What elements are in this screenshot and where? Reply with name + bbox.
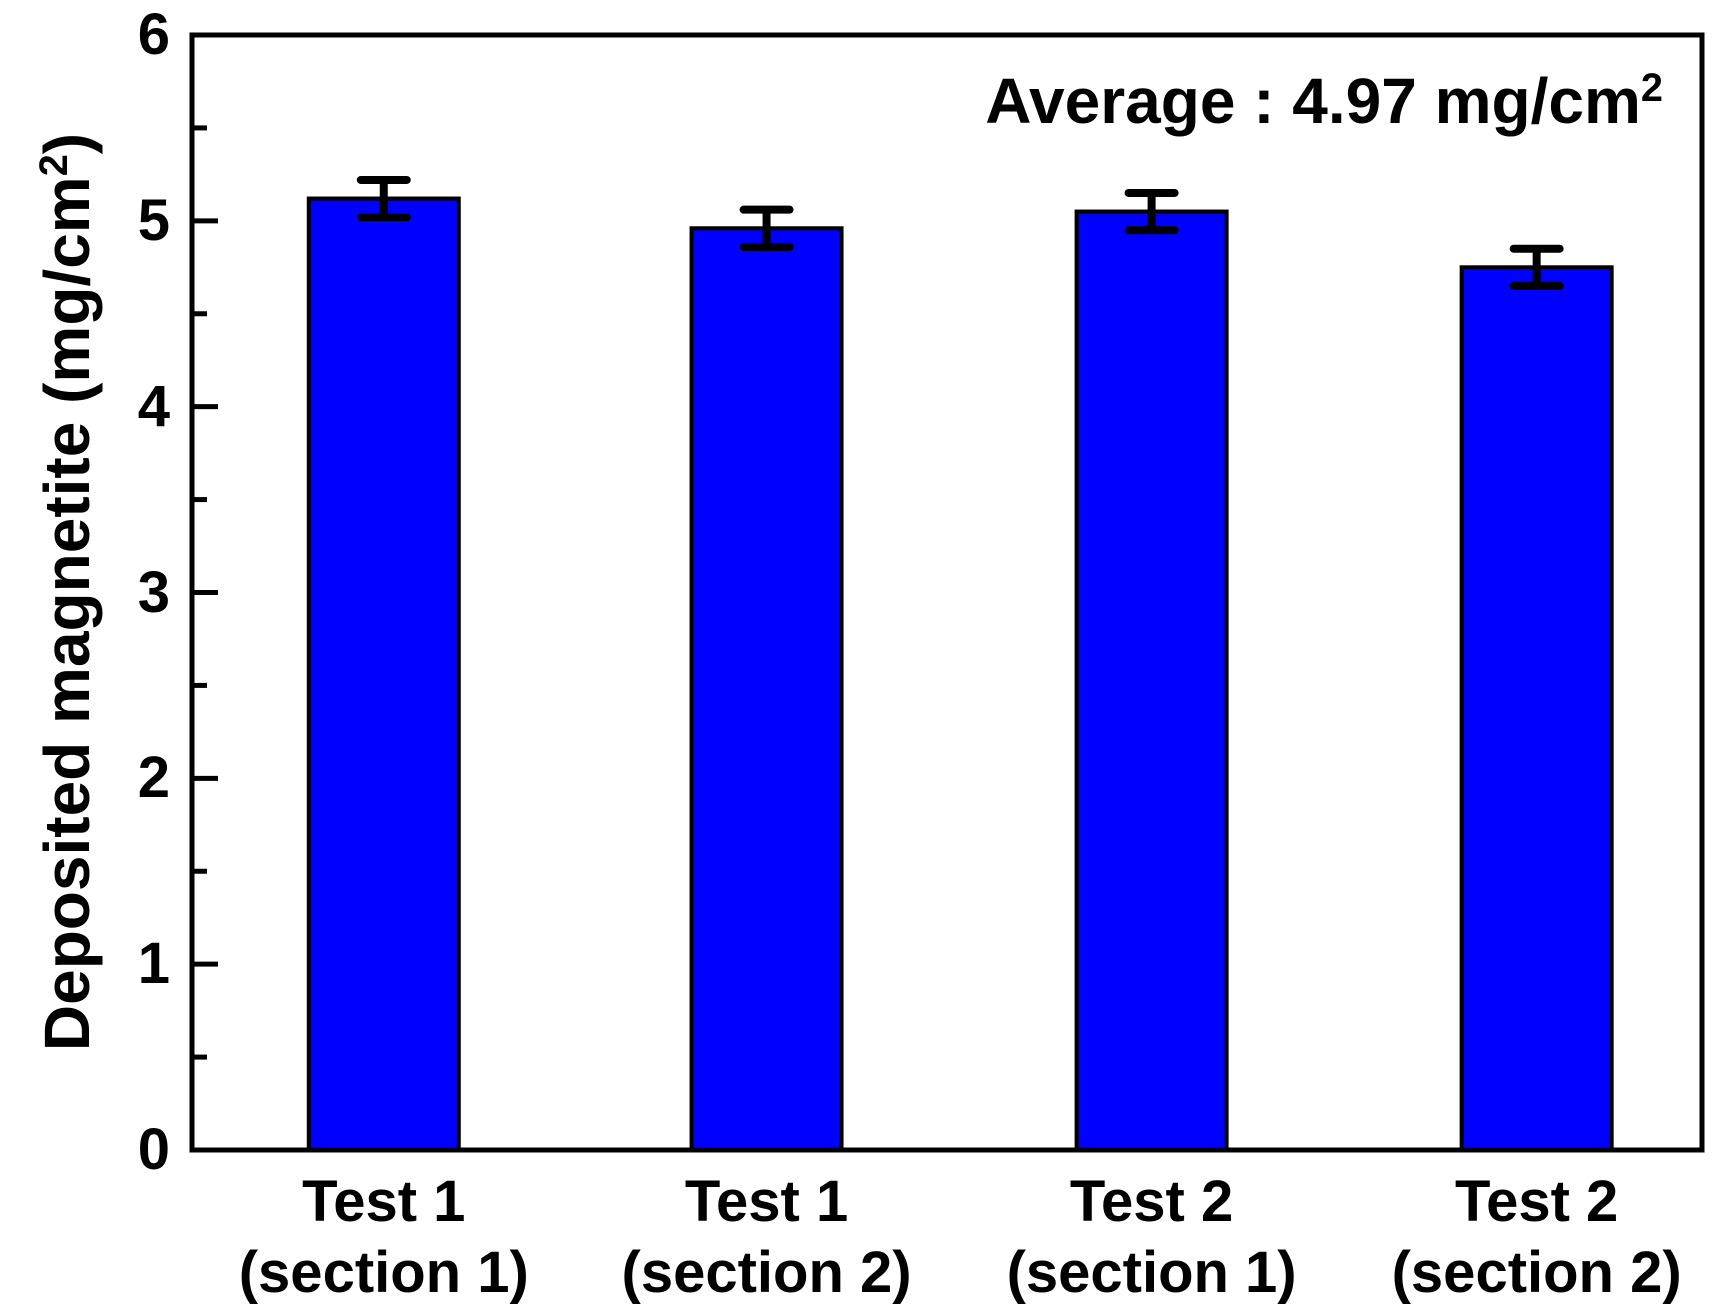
y-tick-label: 4 — [137, 373, 170, 439]
bar — [1459, 265, 1614, 1152]
y-tick-label: 6 — [137, 2, 170, 67]
x-category-label-line: Test 1 — [302, 1169, 466, 1234]
bar — [689, 226, 844, 1152]
y-tick-label: 1 — [137, 931, 170, 997]
x-category-label: Test 2 (section 2) — [1327, 1166, 1718, 1308]
x-category-label-line: Test 1 — [684, 1169, 849, 1234]
superscript-2: 2 — [1640, 66, 1663, 111]
bar — [306, 196, 461, 1153]
y-tick-label: 0 — [137, 1117, 170, 1182]
y-tick-label: 5 — [137, 187, 170, 253]
x-category-label-line: Test 2 — [1069, 1169, 1234, 1234]
x-category-label-line: (section 1) — [1006, 1240, 1297, 1305]
y-tick-label: 2 — [137, 745, 170, 811]
x-category-label-line: (section 2) — [1391, 1240, 1682, 1305]
x-category-label: Test 2 (section 1) — [942, 1166, 1362, 1308]
x-category-label-line: Test 2 — [1454, 1169, 1619, 1234]
x-category-label-line: (section 1) — [238, 1240, 529, 1305]
y-tick-label: 3 — [137, 559, 170, 625]
x-category-label: Test 1 (section 1) — [174, 1166, 594, 1308]
x-category-label-line: (section 2) — [621, 1240, 912, 1305]
average-annotation: Average : 4.97 mg/cm2 — [985, 65, 1663, 137]
bar — [1074, 209, 1229, 1152]
plot-frame — [189, 32, 1705, 1153]
x-category-label: Test 1 (section 2) — [557, 1166, 977, 1308]
superscript-2: 2 — [32, 154, 76, 177]
